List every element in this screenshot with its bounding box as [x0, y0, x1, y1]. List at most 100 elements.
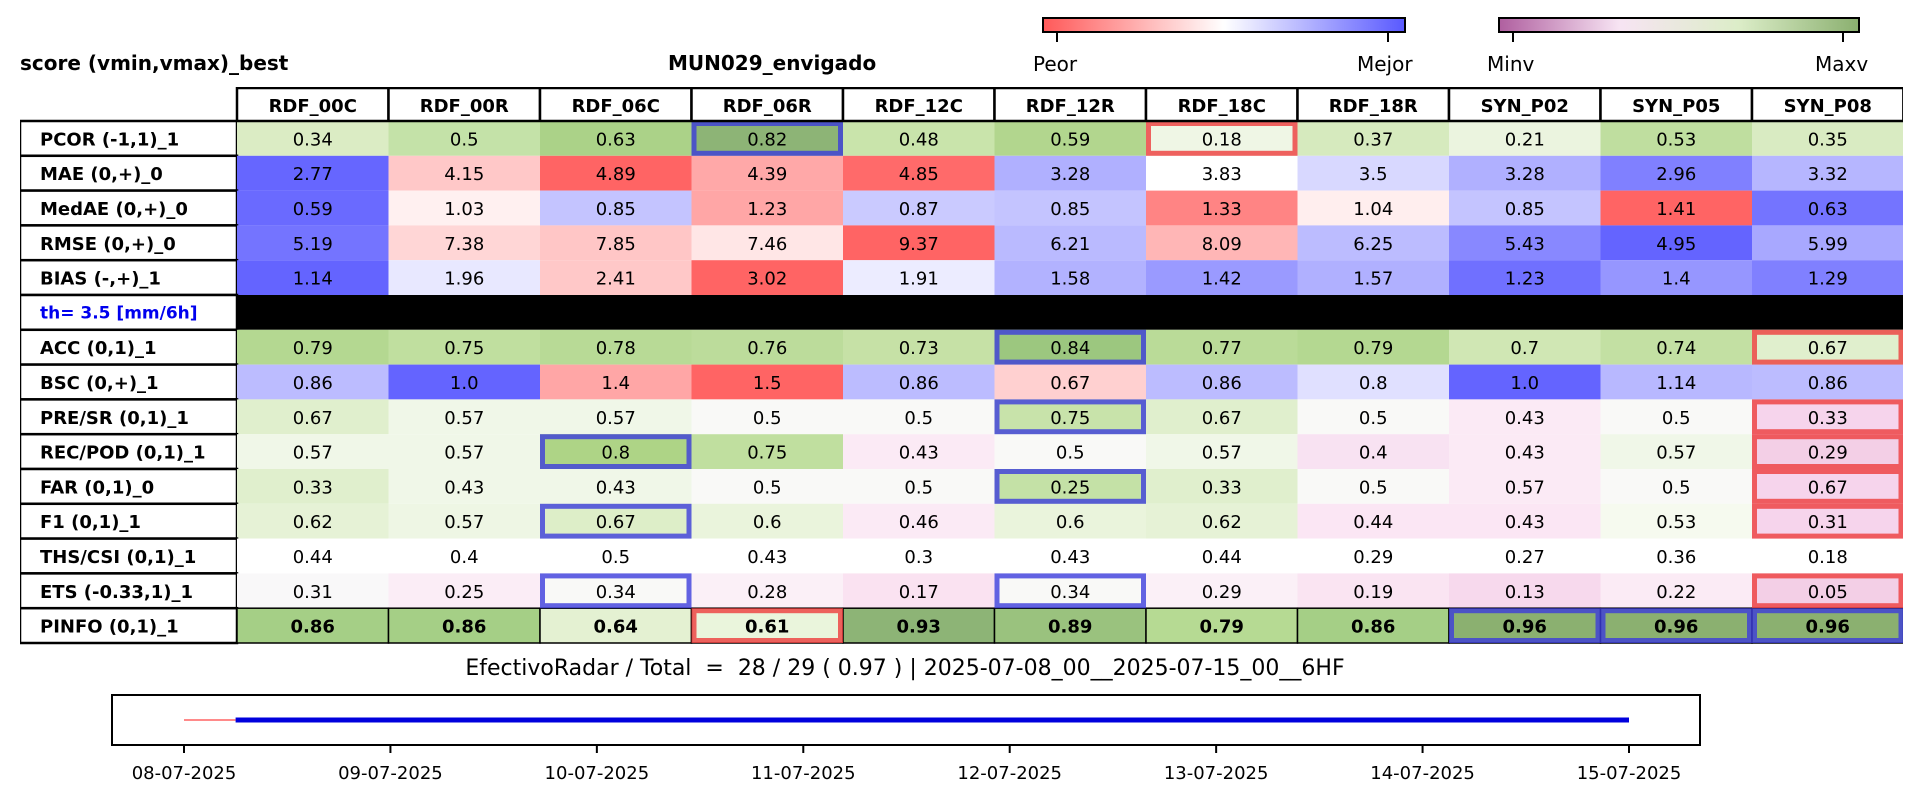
cell-value: 0.25	[1050, 477, 1090, 498]
column-header-label: RDF_18R	[1329, 96, 1418, 117]
cell-value: 0.63	[596, 129, 636, 150]
row-label: BSC (0,+)_1	[40, 373, 159, 394]
cell-value: 0.05	[1808, 582, 1848, 603]
cell-value: 0.78	[596, 338, 636, 359]
cell-value: 1.33	[1202, 199, 1242, 220]
column-header-cell	[1296, 87, 1451, 124]
table-cell	[388, 190, 540, 226]
cell-value: 0.86	[1808, 373, 1848, 394]
table-cell	[1600, 538, 1752, 574]
table-cell	[994, 121, 1146, 156]
colorbar-max-label: Maxv	[1815, 52, 1869, 76]
table-cell	[1146, 155, 1298, 191]
table-cell	[540, 225, 692, 261]
x-tick-label: 13-07-2025	[1164, 763, 1269, 784]
table-cell	[1297, 399, 1449, 435]
cell-value: 3.28	[1050, 164, 1090, 185]
cell-value: 0.44	[1353, 512, 1393, 533]
cell-value: 0.43	[747, 547, 787, 568]
row-label-cell	[20, 189, 239, 227]
cell-value: 1.57	[1353, 269, 1393, 290]
cell-value: 0.4	[1359, 443, 1388, 464]
cell-value: 0.86	[442, 617, 486, 638]
table-cell	[690, 607, 844, 644]
cell-value: 0.79	[293, 338, 333, 359]
table-cell	[1449, 121, 1601, 156]
cell-value: 0.31	[1808, 512, 1848, 533]
table-cell	[1600, 364, 1752, 400]
table-cell	[1449, 190, 1601, 226]
cell-value: 0.48	[899, 129, 939, 150]
cell-value: 0.63	[1808, 199, 1848, 220]
column-header-cell	[1599, 87, 1754, 124]
row-label-cell	[20, 328, 239, 366]
table-cell	[1752, 538, 1903, 574]
cell-value: 0.57	[1505, 477, 1545, 498]
cell-value: 2.41	[596, 269, 636, 290]
cell-value: 0.5	[753, 408, 782, 429]
cell-value: 0.18	[1202, 129, 1242, 150]
worst-value-outline	[1752, 503, 1903, 539]
cell-value: 0.5	[601, 547, 630, 568]
cell-value: 0.79	[1353, 338, 1393, 359]
cell-value: 0.5	[1359, 408, 1388, 429]
cell-value: 0.29	[1202, 582, 1242, 603]
best-value-outline	[1449, 608, 1601, 644]
table-cell	[237, 469, 389, 504]
cell-value: 0.53	[1656, 129, 1696, 150]
summary-text: EfectivoRadar / Total = 28 / 29 ( 0.97 )…	[465, 656, 1345, 681]
cell-value: 0.86	[293, 373, 333, 394]
cell-value: 7.85	[596, 234, 636, 255]
row-label-cell	[20, 258, 239, 297]
x-tick-label: 10-07-2025	[545, 763, 650, 784]
table-cell	[1297, 469, 1449, 504]
table-cell	[388, 225, 540, 261]
table-cell	[237, 121, 389, 156]
cell-value: 1.42	[1202, 269, 1242, 290]
cell-value: 0.13	[1505, 582, 1545, 603]
cell-value: 0.96	[1503, 617, 1547, 638]
best-value-outline	[540, 434, 692, 470]
cell-value: 0.7	[1510, 338, 1539, 359]
cell-value: 4.85	[899, 164, 939, 185]
cell-value: 0.85	[596, 199, 636, 220]
table-cell	[1146, 434, 1298, 469]
table-cell	[1449, 225, 1601, 261]
worst-value-outline	[1752, 434, 1903, 470]
worst-value-outline	[1752, 329, 1903, 365]
threshold-label: th= 3.5 [mm/6h]	[40, 303, 198, 323]
cell-value: 1.41	[1656, 199, 1696, 220]
table-cell	[994, 364, 1146, 400]
table-cell	[1449, 399, 1601, 435]
cell-value: 4.15	[444, 164, 484, 185]
column-header-label: RDF_12C	[875, 96, 963, 117]
table-cell	[1297, 573, 1449, 609]
table-cell	[1752, 121, 1903, 156]
best-value-outline	[994, 469, 1146, 504]
table-cell	[388, 364, 540, 400]
table-cell	[388, 503, 540, 539]
cell-value: 0.8	[601, 443, 630, 464]
column-header-label: RDF_06R	[723, 96, 812, 117]
cell-value: 1.5	[753, 373, 782, 394]
table-cell	[1297, 329, 1449, 365]
row-label: PCOR (-1,1)_1	[40, 129, 179, 150]
cell-value: 0.57	[444, 512, 484, 533]
table-cell	[1146, 364, 1298, 400]
table-cell	[1297, 538, 1449, 574]
cell-value: 0.59	[1050, 129, 1090, 150]
x-tick-label: 08-07-2025	[132, 763, 237, 784]
cell-value: 0.93	[897, 617, 941, 638]
cell-value: 0.5	[450, 129, 479, 150]
cell-value: 0.6	[1056, 512, 1085, 533]
cell-value: 0.75	[747, 443, 787, 464]
cell-value: 0.62	[1202, 512, 1242, 533]
table-cell	[994, 503, 1146, 539]
table-cell	[691, 121, 843, 156]
table-cell	[237, 364, 389, 400]
cell-value: 0.5	[1662, 408, 1691, 429]
cell-value: 7.38	[444, 234, 484, 255]
cell-value: 0.5	[904, 477, 933, 498]
cell-value: 0.6	[753, 512, 782, 533]
table-cell	[237, 329, 389, 365]
